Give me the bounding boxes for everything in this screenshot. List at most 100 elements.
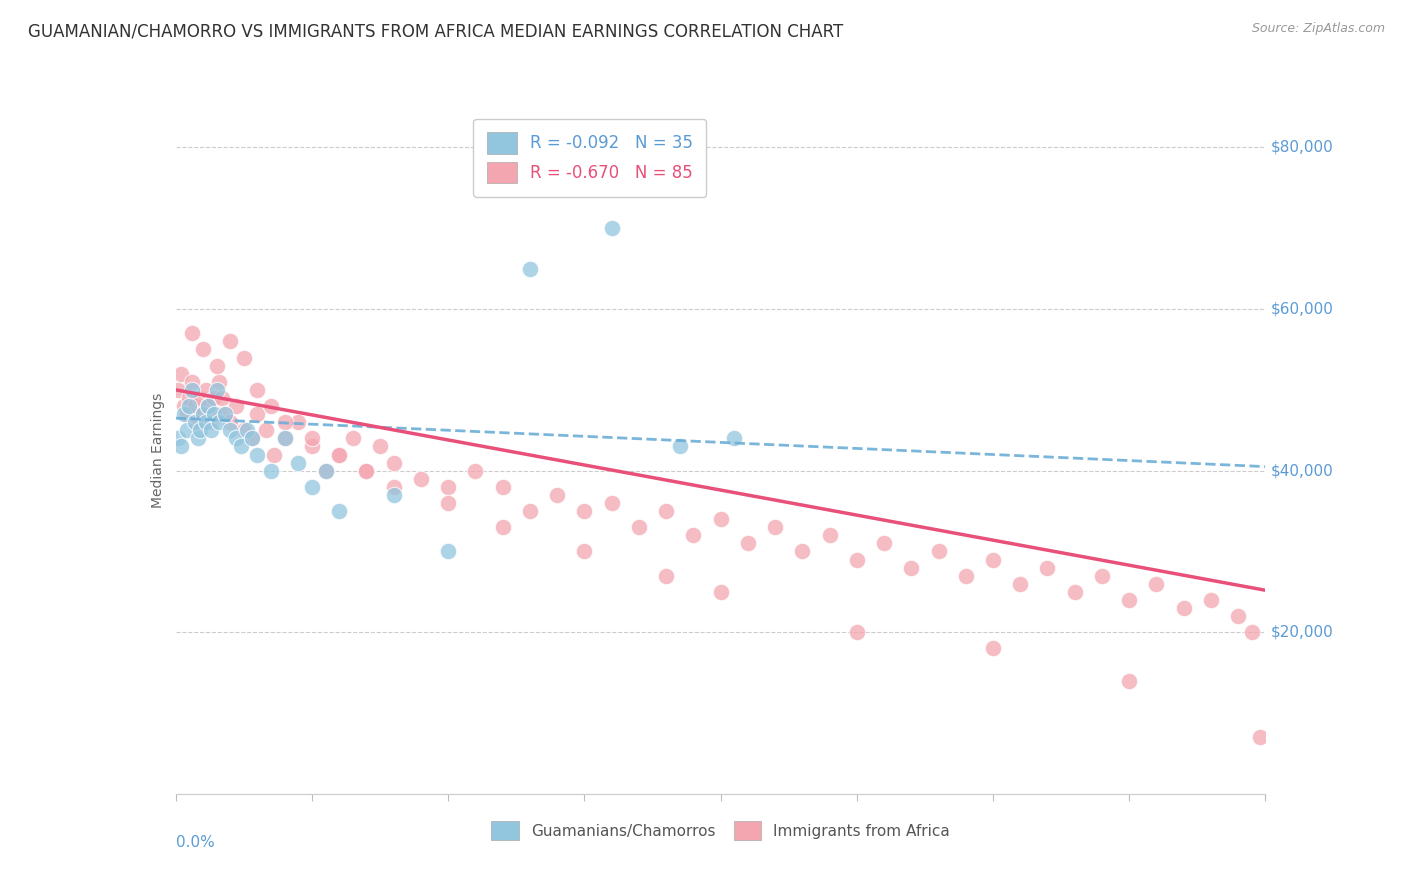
Point <box>214 407 236 421</box>
Point <box>202 407 225 421</box>
Point <box>655 504 678 518</box>
Point <box>845 552 868 566</box>
Point <box>205 383 228 397</box>
Point <box>219 423 242 437</box>
Point <box>437 496 460 510</box>
Point <box>723 431 745 445</box>
Point <box>263 448 285 462</box>
Point <box>1173 601 1195 615</box>
Y-axis label: Median Earnings: Median Earnings <box>150 392 165 508</box>
Text: $40,000: $40,000 <box>1271 463 1334 478</box>
Point <box>202 391 225 405</box>
Point <box>981 552 1004 566</box>
Point <box>328 504 350 518</box>
Point <box>519 504 541 518</box>
Text: $60,000: $60,000 <box>1271 301 1334 317</box>
Point <box>181 375 204 389</box>
Point <box>186 431 209 445</box>
Point <box>225 431 247 445</box>
Point <box>315 464 337 478</box>
Text: $80,000: $80,000 <box>1271 140 1334 155</box>
Point <box>955 568 977 582</box>
Point <box>301 480 323 494</box>
Point <box>1144 576 1167 591</box>
Point <box>188 391 211 405</box>
Point <box>184 399 207 413</box>
Point <box>274 431 297 445</box>
Point <box>254 423 277 437</box>
Point <box>240 431 263 445</box>
Point <box>232 423 254 437</box>
Point <box>928 544 950 558</box>
Point <box>682 528 704 542</box>
Point <box>574 504 596 518</box>
Point <box>382 456 405 470</box>
Point <box>710 512 733 526</box>
Point <box>200 423 222 437</box>
Point <box>219 415 242 429</box>
Text: $20,000: $20,000 <box>1271 624 1334 640</box>
Point <box>205 407 228 421</box>
Point <box>170 439 193 453</box>
Point <box>627 520 650 534</box>
Point <box>232 351 254 365</box>
Point <box>737 536 759 550</box>
Point <box>519 261 541 276</box>
Text: 0.0%: 0.0% <box>176 835 215 850</box>
Point <box>287 456 309 470</box>
Point <box>382 480 405 494</box>
Point <box>205 359 228 373</box>
Point <box>214 407 236 421</box>
Point <box>173 399 195 413</box>
Point <box>235 423 257 437</box>
Point <box>260 464 283 478</box>
Point <box>246 448 269 462</box>
Point <box>792 544 814 558</box>
Point <box>211 391 233 405</box>
Point <box>1118 593 1140 607</box>
Point <box>219 334 242 349</box>
Point <box>240 431 263 445</box>
Point <box>246 383 269 397</box>
Point <box>1118 673 1140 688</box>
Point <box>197 399 219 413</box>
Point <box>208 415 231 429</box>
Point <box>167 383 190 397</box>
Point <box>763 520 786 534</box>
Point <box>1249 731 1271 745</box>
Point <box>1036 560 1059 574</box>
Point <box>1010 576 1032 591</box>
Point <box>818 528 841 542</box>
Point <box>194 383 217 397</box>
Text: Source: ZipAtlas.com: Source: ZipAtlas.com <box>1251 22 1385 36</box>
Point <box>274 431 297 445</box>
Point <box>191 407 214 421</box>
Point <box>181 326 204 341</box>
Point <box>301 439 323 453</box>
Point <box>176 423 198 437</box>
Point <box>208 375 231 389</box>
Point <box>194 415 217 429</box>
Point <box>274 415 297 429</box>
Point <box>184 415 207 429</box>
Point <box>1091 568 1114 582</box>
Point <box>260 399 283 413</box>
Point <box>179 391 201 405</box>
Point <box>246 407 269 421</box>
Point <box>600 496 623 510</box>
Point <box>546 488 568 502</box>
Point <box>668 439 690 453</box>
Point <box>225 399 247 413</box>
Point <box>328 448 350 462</box>
Point <box>315 464 337 478</box>
Point <box>186 415 209 429</box>
Point <box>1063 585 1085 599</box>
Point <box>328 448 350 462</box>
Point <box>655 568 678 582</box>
Point <box>1240 625 1263 640</box>
Point <box>574 544 596 558</box>
Point <box>437 544 460 558</box>
Point <box>464 464 486 478</box>
Point <box>409 472 432 486</box>
Point <box>197 399 219 413</box>
